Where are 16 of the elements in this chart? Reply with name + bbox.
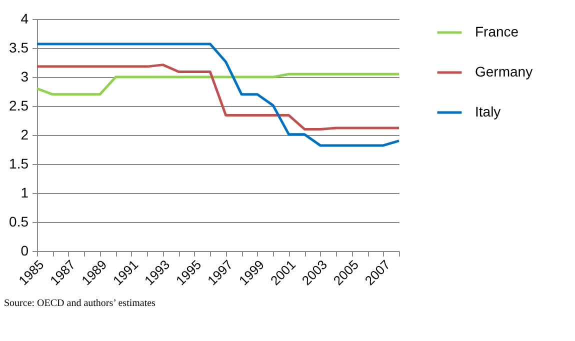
y-tick-label: 2.5 bbox=[9, 98, 29, 114]
source-note: Source: OECD and authors’ estimates bbox=[4, 298, 156, 309]
legend-label: France bbox=[475, 24, 519, 40]
legend-label: Italy bbox=[475, 104, 501, 120]
line-series bbox=[36, 64, 400, 130]
legend-label: Germany bbox=[475, 64, 533, 80]
line-series bbox=[36, 72, 400, 96]
y-tick-label: 3.5 bbox=[9, 40, 29, 56]
y-tick-label: 4 bbox=[20, 10, 29, 26]
y-tick-label: 1.5 bbox=[9, 156, 29, 172]
y-tick-label: 1 bbox=[20, 184, 29, 200]
y-tick-label: 0 bbox=[20, 242, 29, 258]
y-tick-label: 2 bbox=[20, 126, 29, 142]
y-tick-label: 0.5 bbox=[9, 214, 29, 230]
line-series bbox=[36, 42, 400, 147]
y-tick-label: 3 bbox=[20, 68, 29, 84]
